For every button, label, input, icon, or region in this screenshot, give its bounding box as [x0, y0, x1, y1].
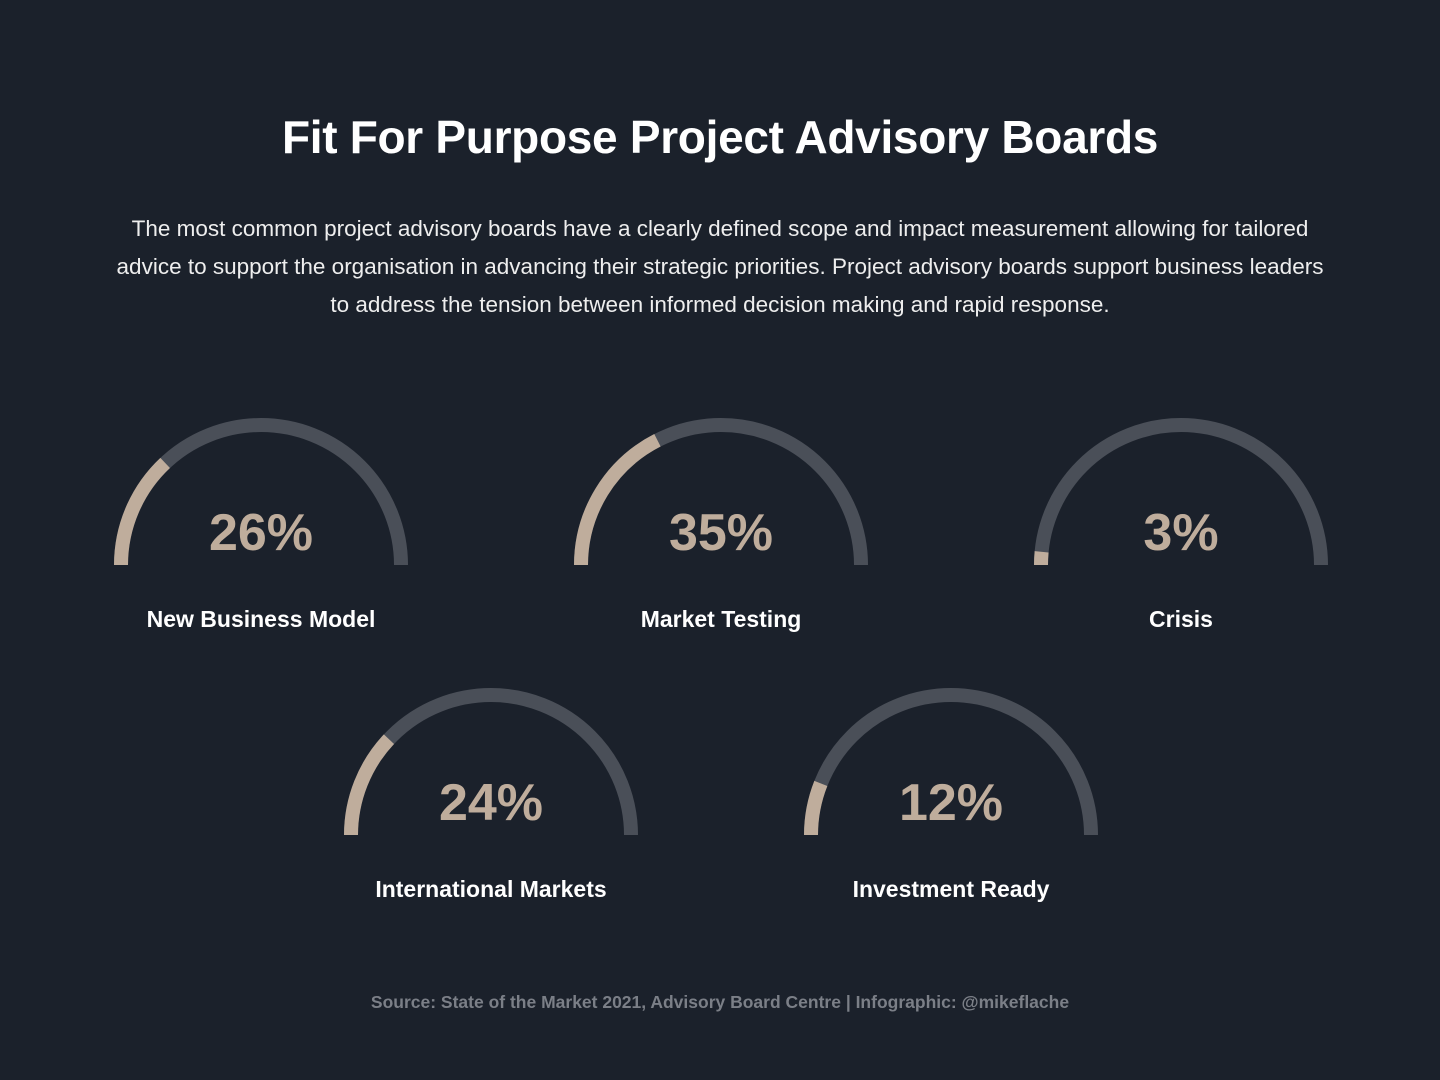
gauge-arc-svg: 26% — [114, 418, 408, 566]
gauge-label: International Markets — [375, 876, 607, 902]
intro-paragraph: The most common project advisory boards … — [116, 216, 1324, 317]
gauge-arc-svg: 35% — [574, 418, 868, 566]
gauge-label: Market Testing — [640, 606, 802, 632]
gauge-fill — [344, 734, 395, 836]
gauge-arc-svg: 3% — [1034, 418, 1328, 566]
gauge-market-testing: 35% Market Testing — [561, 410, 881, 660]
gauge-value: 3% — [1143, 504, 1218, 562]
gauge-value: 24% — [439, 774, 543, 832]
gauge-fill — [804, 780, 828, 836]
gauge-investment-ready: 12% Investment Ready — [791, 680, 1111, 930]
gauge-value: 26% — [209, 504, 313, 562]
gauge-arc-svg: 12% — [804, 688, 1098, 836]
gauge-label: New Business Model — [146, 606, 376, 632]
gauge-crisis: 3% Crisis — [1021, 410, 1341, 660]
gauge-fill — [574, 434, 661, 566]
gauge-value: 12% — [899, 774, 1003, 832]
gauge-new-business-model: 26% New Business Model — [101, 410, 421, 660]
gauge-label: Investment Ready — [852, 876, 1050, 902]
gauge-fill — [114, 457, 171, 566]
gauge-track — [804, 688, 1098, 836]
page-title: Fit For Purpose Project Advisory Boards — [281, 111, 1159, 163]
gauge-arc-svg: 24% — [344, 688, 638, 836]
gauge-value: 35% — [669, 504, 773, 562]
source-credit: Source: State of the Market 2021, Adviso… — [370, 992, 1070, 1012]
gauge-label: Crisis — [1149, 606, 1213, 632]
gauge-international-markets: 24% International Markets — [331, 680, 651, 930]
gauge-track — [1034, 418, 1328, 566]
gauge-fill — [1034, 551, 1049, 566]
